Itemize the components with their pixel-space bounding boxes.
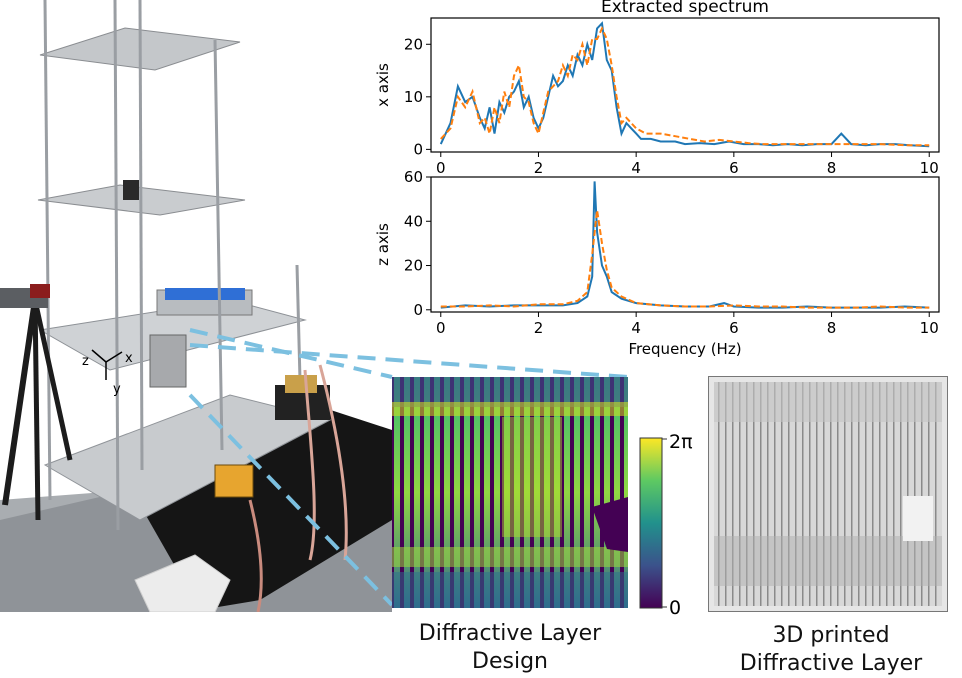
chart-1-xtick-label: 8 [827,319,837,337]
caption-printed-line-2: Diffractive Layer [739,651,923,676]
chart-1-xtick-label: 4 [631,319,641,337]
chart-0-series-1-line [440,26,930,147]
chart-1-ylabel: z axis [374,223,392,266]
chart-0-xtick-label: 6 [729,159,739,177]
axis-x-label: x [125,351,133,366]
chart-1-ytick-label: 40 [404,212,423,230]
axis-z-label: z [82,354,89,369]
chart-1-frame [430,176,940,313]
chart-0-title: Extracted spectrum [601,0,769,17]
printed-layer-photo [708,376,948,612]
colorbar: 2π 0 [639,434,693,616]
chart-area: 0 2 4 6 8 10 0 10 20 Extracted spectrum x axis 0 2 4 6… [374,0,940,358]
chart-0-ytick-label: 20 [404,35,423,53]
chart-1-xlabel: Frequency (Hz) [628,340,741,358]
chart-1-ytick-label: 20 [404,257,423,275]
chart-0-xtick-label: 0 [436,159,446,177]
caption-design-line-2: Design [472,649,548,674]
chart-1-series-0-line [440,181,930,309]
chart-1-series-1-line [440,210,930,309]
caption-design: Diffractive Layer Design [390,620,630,676]
chart-0-xtick-label: 2 [534,159,544,177]
colorbar-min-label: 0 [669,597,681,616]
chart-0-series-0-line [439,21,930,148]
chart-0-ytick-label: 0 [413,140,423,158]
spectrum-charts: 0 2 4 6 8 10 0 10 20 Extracted spectrum x axis 0 2 4 6… [374,0,940,358]
chart-0-ytick-label: 10 [404,88,423,106]
chart-1-xtick-label: 0 [436,319,446,337]
caption-printed-line-1: 3D printed [772,623,890,648]
colorbar-max-label: 2π [669,434,693,453]
diffractive-layer-design-image [392,377,628,608]
chart-1-ytick-label: 0 [413,301,423,319]
axis-y-label: y [113,382,121,397]
caption-design-line-1: Diffractive Layer [418,621,602,646]
chart-0-ylabel: x axis [374,63,392,107]
chart-0-xtick-label: 10 [920,159,939,177]
chart-0-xtick-label: 8 [827,159,837,177]
axes-indicator [91,349,123,380]
chart-1-xtick-label: 10 [920,319,939,337]
chart-1-ytick-label: 60 [404,168,423,186]
chart-0-xtick-label: 4 [631,159,641,177]
chart-1-xtick-label: 6 [729,319,739,337]
caption-printed: 3D printed Diffractive Layer [700,622,962,678]
setup-photo: z x y [0,0,392,612]
chart-1-xtick-label: 2 [534,319,544,337]
chart-0-frame [430,17,940,153]
